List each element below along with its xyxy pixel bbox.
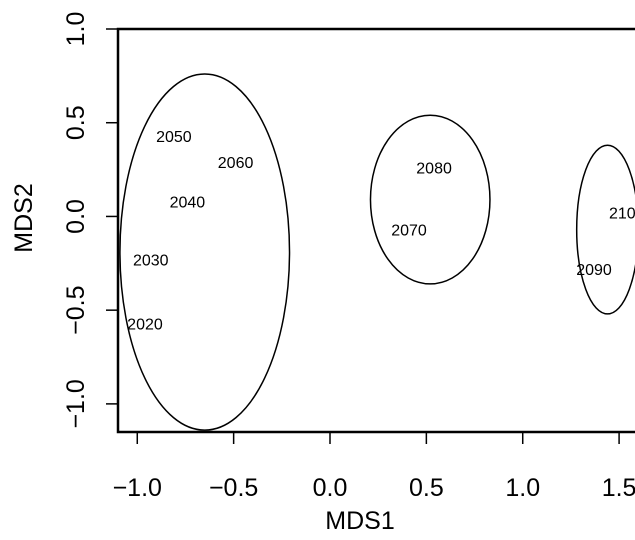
y-tick-label: 0.5 [62,105,90,140]
point-label-2100: 2100 [609,206,635,223]
point-label-2030: 2030 [133,253,169,270]
y-axis-title: MDS2 [10,183,38,252]
x-tick-label: 0.0 [313,474,348,502]
plot-frame [116,27,635,434]
x-tick-label: −1.0 [113,474,162,502]
point-label-2020: 2020 [127,316,163,333]
plot-area [116,27,635,434]
y-tick-label: −1.0 [62,379,90,428]
point-label-2090: 2090 [576,262,612,279]
y-tick-label: 1.0 [62,12,90,47]
point-labels: 2020 2030 2040 2050 2060 2070 2080 2090 2100 [127,129,635,333]
ellipses [119,73,635,431]
point-label-2060: 2060 [218,155,254,172]
point-label-2080: 2080 [416,161,452,178]
point-label-2070: 2070 [391,223,427,240]
x-tick-label: 1.0 [505,474,540,502]
x-tick-label: 1.5 [602,474,635,502]
point-label-2040: 2040 [170,194,206,211]
axes: −1.0 −0.5 0.0 0.5 1.0 1.5 −1.0 −0.5 0.0 0.5 1.0 [62,12,635,502]
x-tick-label: −0.5 [209,474,258,502]
y-tick-label: 0.0 [62,199,90,234]
ellipse-1 [119,73,291,431]
ellipse-3 [575,144,635,315]
point-label-2050: 2050 [156,129,192,146]
x-axis-title: MDS1 [325,507,394,535]
y-tick-label: −0.5 [62,285,90,334]
x-tick-label: 0.5 [409,474,444,502]
ellipse-2 [369,114,491,285]
